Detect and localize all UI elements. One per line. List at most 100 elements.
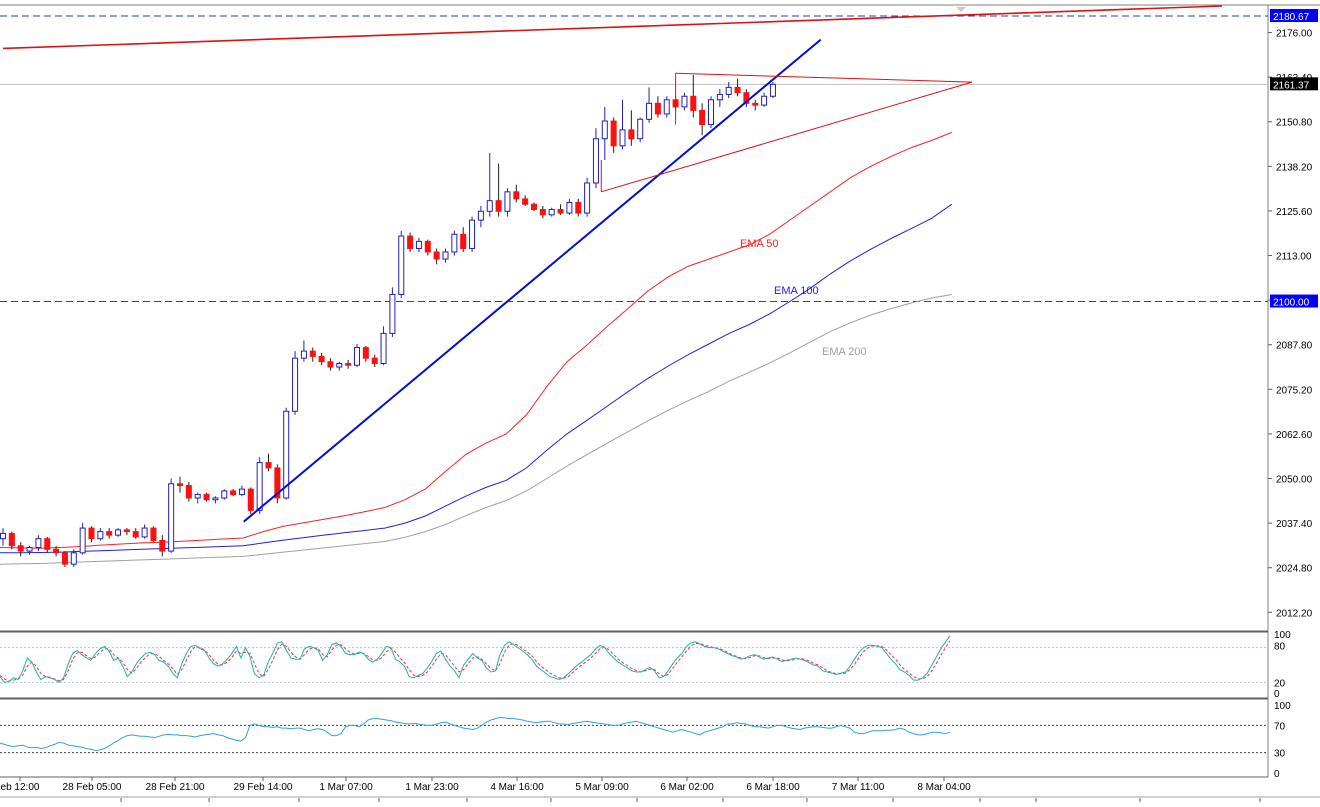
candle[interactable]	[424, 239, 431, 256]
candle[interactable]	[407, 232, 414, 252]
candle[interactable]	[663, 96, 670, 118]
candle[interactable]	[433, 248, 440, 265]
candle[interactable]	[79, 522, 86, 555]
candle[interactable]	[628, 110, 635, 146]
candle[interactable]	[654, 96, 661, 118]
candle[interactable]	[619, 99, 626, 150]
candle[interactable]	[97, 528, 104, 541]
candle[interactable]	[522, 195, 529, 206]
candle[interactable]	[415, 237, 422, 252]
candle[interactable]	[238, 485, 245, 497]
candle[interactable]	[486, 152, 493, 217]
candle[interactable]	[354, 344, 360, 368]
candle[interactable]	[575, 198, 582, 217]
candle[interactable]	[477, 205, 484, 228]
candle[interactable]	[256, 457, 263, 514]
candle[interactable]	[70, 549, 77, 567]
candle[interactable]	[601, 106, 608, 160]
candle[interactable]	[610, 117, 617, 153]
candle[interactable]	[221, 489, 228, 500]
candle[interactable]	[336, 361, 343, 371]
ema-200-line[interactable]	[0, 294, 952, 565]
stochastic-panel[interactable]	[0, 635, 1268, 684]
candle[interactable]	[646, 87, 653, 123]
candle[interactable]	[26, 545, 33, 555]
candle[interactable]	[380, 326, 387, 366]
candle[interactable]	[141, 524, 148, 539]
main-price-panel[interactable]: EMA 50 EMA 100 EMA 200	[0, 5, 1268, 567]
candle[interactable]	[212, 496, 219, 504]
candle[interactable]	[716, 89, 723, 107]
candle[interactable]	[265, 453, 272, 472]
triangle-upper-edge[interactable]	[675, 72, 973, 83]
candle[interactable]	[132, 528, 139, 539]
ema-100-line[interactable]	[0, 203, 953, 554]
candle[interactable]	[309, 347, 316, 362]
candle[interactable]	[106, 528, 113, 539]
candle[interactable]	[159, 535, 166, 557]
candle[interactable]	[398, 230, 405, 299]
candle[interactable]	[247, 487, 254, 514]
candle[interactable]	[362, 345, 369, 362]
candle[interactable]	[495, 163, 502, 217]
candle[interactable]	[371, 354, 378, 368]
candle[interactable]	[708, 96, 714, 129]
rsi-panel[interactable]	[0, 716, 1268, 754]
candle[interactable]	[115, 528, 122, 537]
candle[interactable]	[451, 230, 458, 256]
candle[interactable]	[743, 89, 750, 107]
candle[interactable]	[168, 478, 175, 553]
candle[interactable]	[531, 202, 537, 212]
ema-50-line[interactable]	[0, 131, 952, 549]
candle[interactable]	[752, 99, 759, 111]
rsi-line[interactable]	[0, 716, 951, 752]
candle[interactable]	[637, 117, 644, 143]
candle[interactable]	[699, 103, 706, 136]
candle[interactable]	[53, 545, 60, 557]
candle[interactable]	[318, 352, 325, 366]
candle[interactable]	[442, 248, 449, 263]
candle[interactable]	[539, 205, 546, 219]
candle[interactable]	[566, 198, 573, 215]
candle[interactable]	[504, 188, 511, 217]
candle[interactable]	[44, 536, 51, 553]
candle[interactable]	[292, 351, 299, 415]
stoch-main-line[interactable]	[0, 635, 951, 684]
candle[interactable]	[88, 526, 95, 543]
candle[interactable]	[725, 82, 732, 99]
candle[interactable]	[283, 407, 290, 500]
candle[interactable]	[300, 340, 307, 362]
blue-support-trendline[interactable]	[243, 38, 822, 523]
chart-shift-marker-icon[interactable]	[956, 7, 966, 12]
candle[interactable]	[123, 528, 130, 536]
candle[interactable]	[185, 482, 192, 502]
red-resistance-trendline[interactable]	[2, 5, 1223, 50]
candle[interactable]	[548, 207, 555, 217]
candle[interactable]	[389, 287, 396, 337]
candle[interactable]	[681, 92, 688, 111]
candle[interactable]	[584, 177, 591, 217]
candle[interactable]	[513, 184, 520, 203]
candle[interactable]	[557, 204, 564, 215]
candle[interactable]	[177, 476, 183, 493]
candle[interactable]	[194, 492, 201, 504]
candle[interactable]	[17, 542, 24, 557]
candle[interactable]	[345, 359, 352, 369]
triangle-lower-edge[interactable]	[601, 81, 973, 193]
candle[interactable]	[327, 358, 334, 371]
candle[interactable]	[761, 92, 768, 107]
candle[interactable]	[460, 227, 467, 252]
candle[interactable]	[690, 75, 697, 118]
candle[interactable]	[8, 531, 15, 550]
candle[interactable]	[274, 464, 281, 504]
candle[interactable]	[35, 535, 42, 552]
candle[interactable]	[769, 82, 776, 99]
candle[interactable]	[150, 526, 157, 543]
candle[interactable]	[734, 78, 741, 97]
candle[interactable]	[203, 492, 210, 502]
candle[interactable]	[469, 216, 476, 252]
candle[interactable]	[592, 128, 599, 189]
candle[interactable]	[61, 551, 68, 567]
candle[interactable]	[230, 489, 237, 497]
candle[interactable]	[0, 528, 6, 546]
